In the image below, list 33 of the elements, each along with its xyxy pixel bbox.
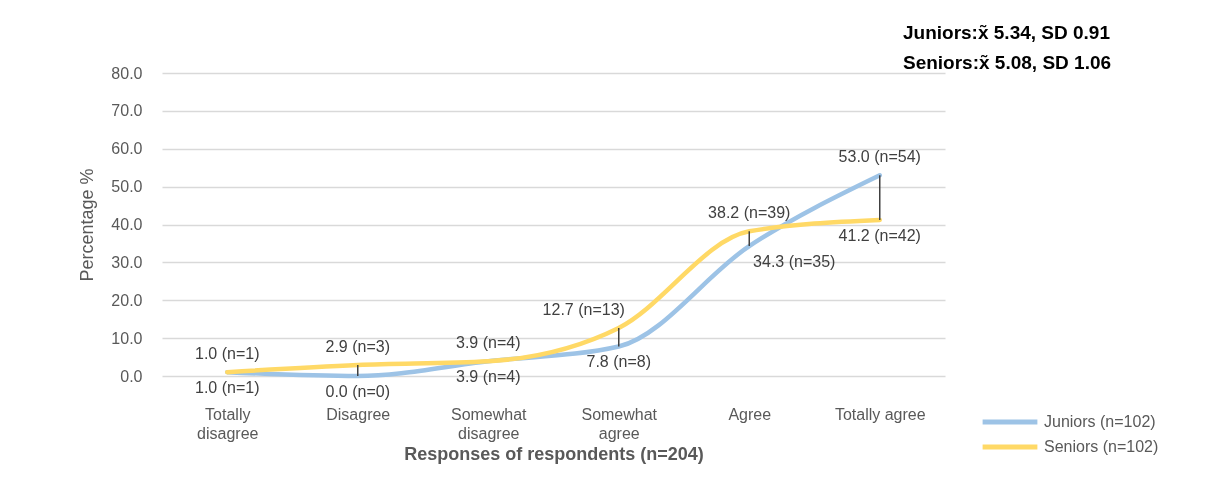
x-tick-label: Totally agree — [834, 405, 926, 423]
text: Seniors:x̃ 5.08, SD 1.06 — [903, 52, 1112, 73]
data-label: 1.0 (n=1) — [195, 345, 260, 363]
data-label: 2.9 (n=3) — [325, 338, 390, 356]
x-tick-label: Disagree — [326, 405, 391, 423]
x-tick-label: Somewhat disagree — [450, 405, 528, 442]
data-label: 34.3 (n=35) — [753, 253, 836, 271]
legend-label: Seniors (n=102) — [1044, 438, 1159, 455]
y-tick-label: 50.0 — [111, 178, 143, 196]
data-label: 7.8 (n=8) — [586, 353, 651, 371]
data-label: 3.9 (n=4) — [456, 334, 521, 352]
x-tick-label: Totally disagree — [197, 405, 259, 442]
y-tick-label: 40.0 — [111, 216, 143, 233]
x-tick-label: Somewhat agree — [581, 405, 658, 442]
y-tick-label: 70.0 — [111, 102, 143, 120]
y-tick-label: 0.0 — [120, 367, 143, 385]
y-tick-label: 10.0 — [111, 329, 143, 347]
x-tick-label: Agree — [728, 405, 772, 423]
data-label: 3.9 (n=4) — [456, 368, 521, 386]
data-label: 53.0 (n=54) — [838, 148, 921, 166]
y-tick-label: 60.0 — [111, 140, 143, 158]
y-tick-label: 30.0 — [111, 253, 143, 271]
y-axis-title: Percentage % — [77, 168, 98, 282]
y-tick-label: 20.0 — [111, 291, 143, 309]
x-axis-title: Responses of respondents (n=204) — [404, 443, 704, 464]
data-label: 1.0 (n=1) — [195, 379, 260, 397]
data-label: 41.2 (n=42) — [838, 226, 921, 244]
text: Juniors:x̃ 5.34, SD 0.91 — [903, 22, 1111, 43]
data-label: 12.7 (n=13) — [542, 300, 625, 318]
data-label: 0.0 (n=0) — [325, 383, 390, 400]
data-label: 38.2 (n=39) — [708, 204, 791, 222]
y-tick-label: 80.0 — [111, 64, 143, 82]
legend-label: Juniors (n=102) — [1044, 413, 1156, 430]
